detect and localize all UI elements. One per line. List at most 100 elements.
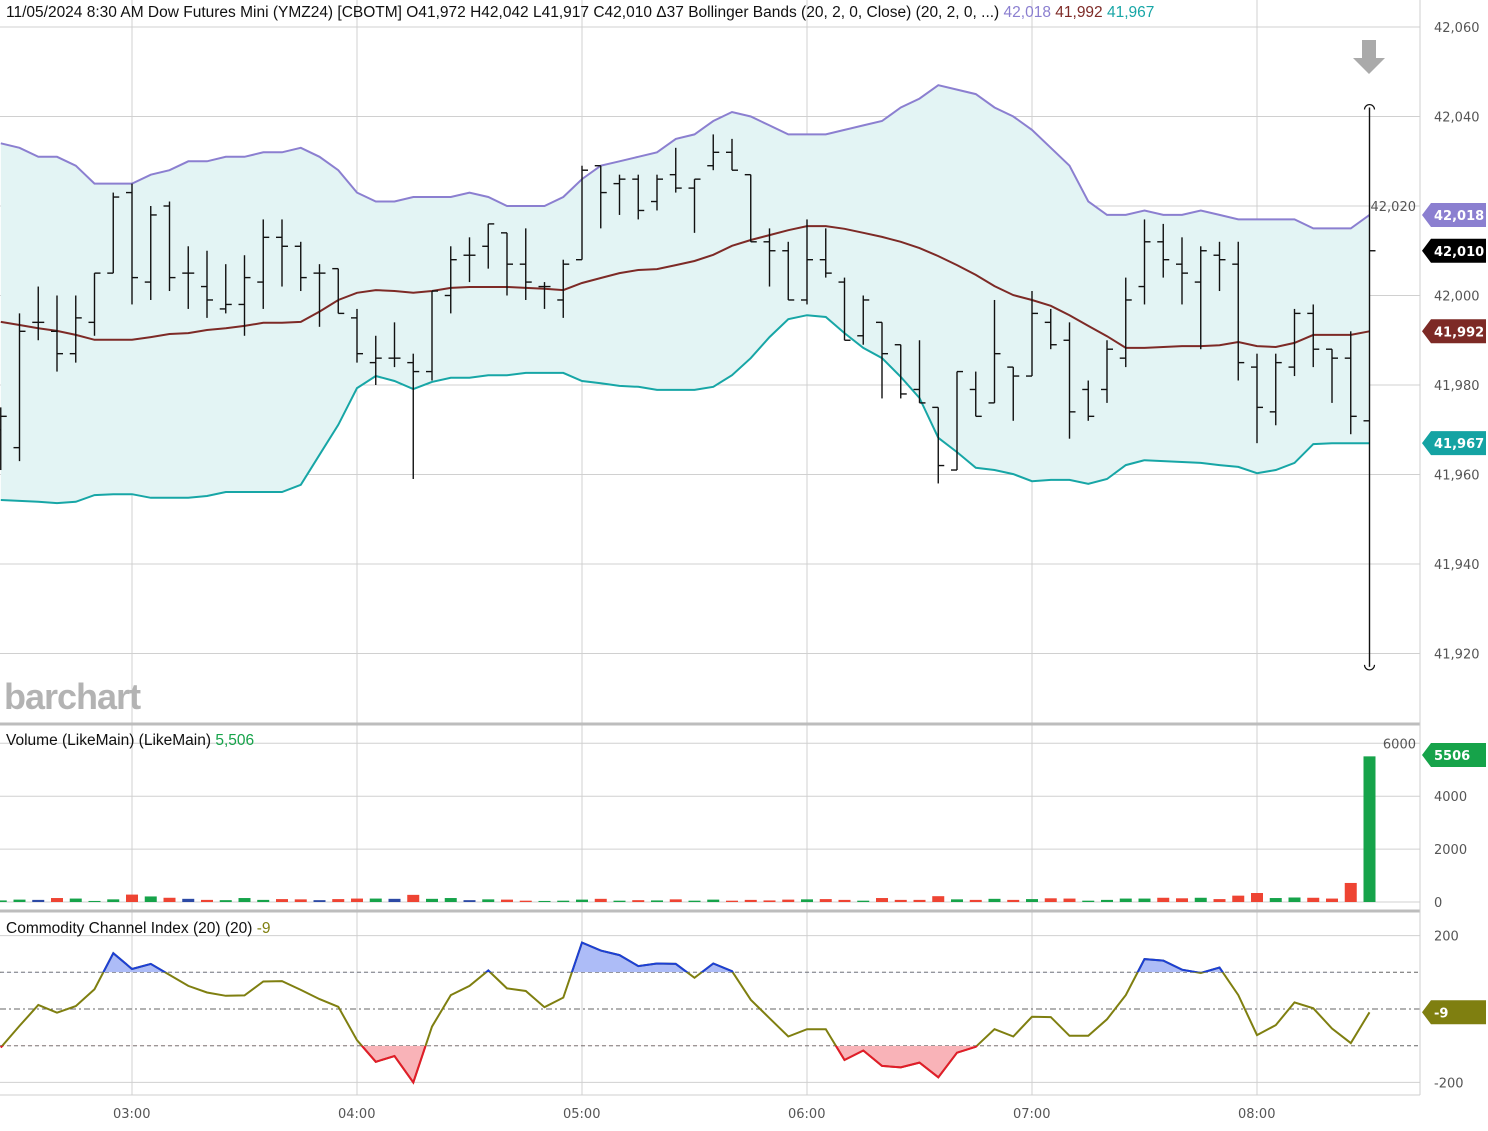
bollinger-bands bbox=[0, 84, 1371, 505]
ohlc-bar bbox=[819, 228, 832, 278]
upper-band-badge: 42,018 bbox=[1434, 209, 1484, 224]
volume-bar bbox=[238, 898, 251, 902]
ohlc-bar bbox=[538, 282, 551, 309]
volume-bar bbox=[1288, 897, 1301, 902]
band-fill bbox=[0, 85, 1370, 504]
chart-header: 11/05/2024 8:30 AM Dow Futures Mini (YMZ… bbox=[6, 4, 1154, 22]
volume-bar bbox=[538, 900, 551, 902]
ohlc-bar bbox=[388, 322, 401, 368]
ohlc-bar bbox=[763, 228, 776, 287]
ohlc-bar bbox=[1101, 340, 1113, 403]
ohlc-bar bbox=[1194, 246, 1207, 350]
ohlc-bar bbox=[182, 246, 195, 309]
volume-tick-label: 4000 bbox=[1434, 790, 1467, 805]
volume-bar bbox=[763, 900, 776, 902]
volume-bar bbox=[407, 894, 420, 902]
ohlc-bar bbox=[1044, 308, 1057, 350]
ohlc-bar bbox=[1176, 237, 1188, 305]
volume-bar bbox=[857, 900, 870, 902]
volume-bar bbox=[1138, 898, 1151, 902]
down-arrow-icon[interactable] bbox=[1353, 40, 1385, 74]
volume-bar bbox=[388, 898, 401, 902]
volume-bar bbox=[144, 896, 157, 902]
volume-tick-label: 0 bbox=[1434, 896, 1442, 911]
ohlc-bar bbox=[594, 165, 607, 229]
volume-bar bbox=[1063, 898, 1076, 902]
ohlc-bar bbox=[707, 134, 720, 171]
volume-bar bbox=[594, 898, 607, 902]
volume-bar bbox=[1026, 899, 1038, 902]
ohlc-bar bbox=[257, 219, 270, 309]
ohlc-bar bbox=[988, 299, 1001, 404]
ohlc-bar bbox=[726, 138, 738, 171]
volume-bar bbox=[482, 899, 495, 902]
ohlc-bar bbox=[1344, 331, 1357, 435]
last-price-badge: 42,010 bbox=[1434, 245, 1484, 260]
volume-bar bbox=[1269, 898, 1282, 902]
ohlc-bar bbox=[1269, 353, 1282, 426]
volume-bar bbox=[1232, 895, 1245, 902]
header-high: H42,042 bbox=[470, 4, 529, 21]
ohlc-bar bbox=[1157, 223, 1170, 278]
volume-bar bbox=[32, 899, 45, 902]
volume-bar bbox=[951, 899, 963, 902]
barchart-logo: barchart bbox=[4, 676, 141, 717]
volume-badge-bg bbox=[1422, 743, 1486, 767]
volume-tick-label: 2000 bbox=[1434, 843, 1467, 858]
volume-bar bbox=[1007, 899, 1020, 902]
volume-bar bbox=[1344, 882, 1357, 902]
volume-bar bbox=[1363, 756, 1376, 902]
ohlc-bar bbox=[163, 201, 176, 292]
volume-bar bbox=[801, 899, 813, 902]
high-marker bbox=[1363, 104, 1376, 110]
ohlc-bar bbox=[1063, 322, 1076, 439]
time-tick-label: 07:00 bbox=[1013, 1107, 1050, 1122]
volume-bar bbox=[51, 898, 63, 902]
volume-bar bbox=[463, 900, 476, 902]
header-lower-value: 41,967 bbox=[1107, 4, 1155, 21]
ohlc-bar bbox=[201, 250, 213, 318]
ohlc-bar bbox=[932, 406, 945, 484]
cci-header: Commodity Channel Index (20) (20) -9 bbox=[6, 920, 271, 938]
middle-band-badge: 41,992 bbox=[1434, 325, 1484, 340]
header-study-params: (20, 2, 0, ...) bbox=[915, 4, 1000, 21]
ohlc-bar bbox=[351, 308, 363, 363]
volume-bar bbox=[163, 897, 176, 902]
volume-bar bbox=[688, 900, 701, 902]
cci-tick-label: 200 bbox=[1434, 930, 1459, 945]
ohlc-bar bbox=[1213, 241, 1226, 292]
volume-bar bbox=[107, 899, 120, 902]
volume-bar bbox=[557, 900, 570, 902]
time-tick-label: 08:00 bbox=[1238, 1107, 1275, 1122]
volume-bar bbox=[894, 899, 907, 902]
price-tick-label: 41,920 bbox=[1434, 648, 1480, 663]
lower-band-badge-bg bbox=[1422, 431, 1486, 456]
ohlc-bar bbox=[294, 241, 307, 292]
ohlc-bar bbox=[1363, 107, 1376, 667]
ohlc-bar bbox=[519, 228, 532, 300]
cci-plot bbox=[0, 941, 1371, 1085]
ohlc-bar bbox=[69, 295, 82, 363]
volume-bar bbox=[838, 899, 851, 902]
volume-bar bbox=[969, 899, 982, 902]
volume-bar bbox=[369, 898, 382, 902]
volume-bar bbox=[1326, 898, 1338, 902]
lower-band-line bbox=[0, 314, 1370, 505]
ohlc-bar bbox=[32, 286, 45, 341]
time-tick-label: 06:00 bbox=[788, 1107, 825, 1122]
ohlc-bar bbox=[51, 295, 63, 372]
volume-bar bbox=[313, 900, 326, 902]
volume-bar bbox=[257, 899, 270, 902]
cci-overbought-line bbox=[102, 941, 1224, 973]
ohlc-bar bbox=[782, 241, 795, 301]
header-middle-value: 41,992 bbox=[1055, 4, 1103, 21]
volume-bar bbox=[726, 900, 738, 902]
ohlc-bar bbox=[0, 407, 7, 471]
ohlc-bar bbox=[313, 264, 326, 327]
header-close: C42,010 bbox=[593, 4, 652, 21]
ohlc-bar bbox=[332, 267, 345, 315]
volume-bar bbox=[1176, 898, 1188, 902]
volume-bar bbox=[988, 898, 1001, 902]
cci-params: (20) bbox=[224, 920, 253, 937]
